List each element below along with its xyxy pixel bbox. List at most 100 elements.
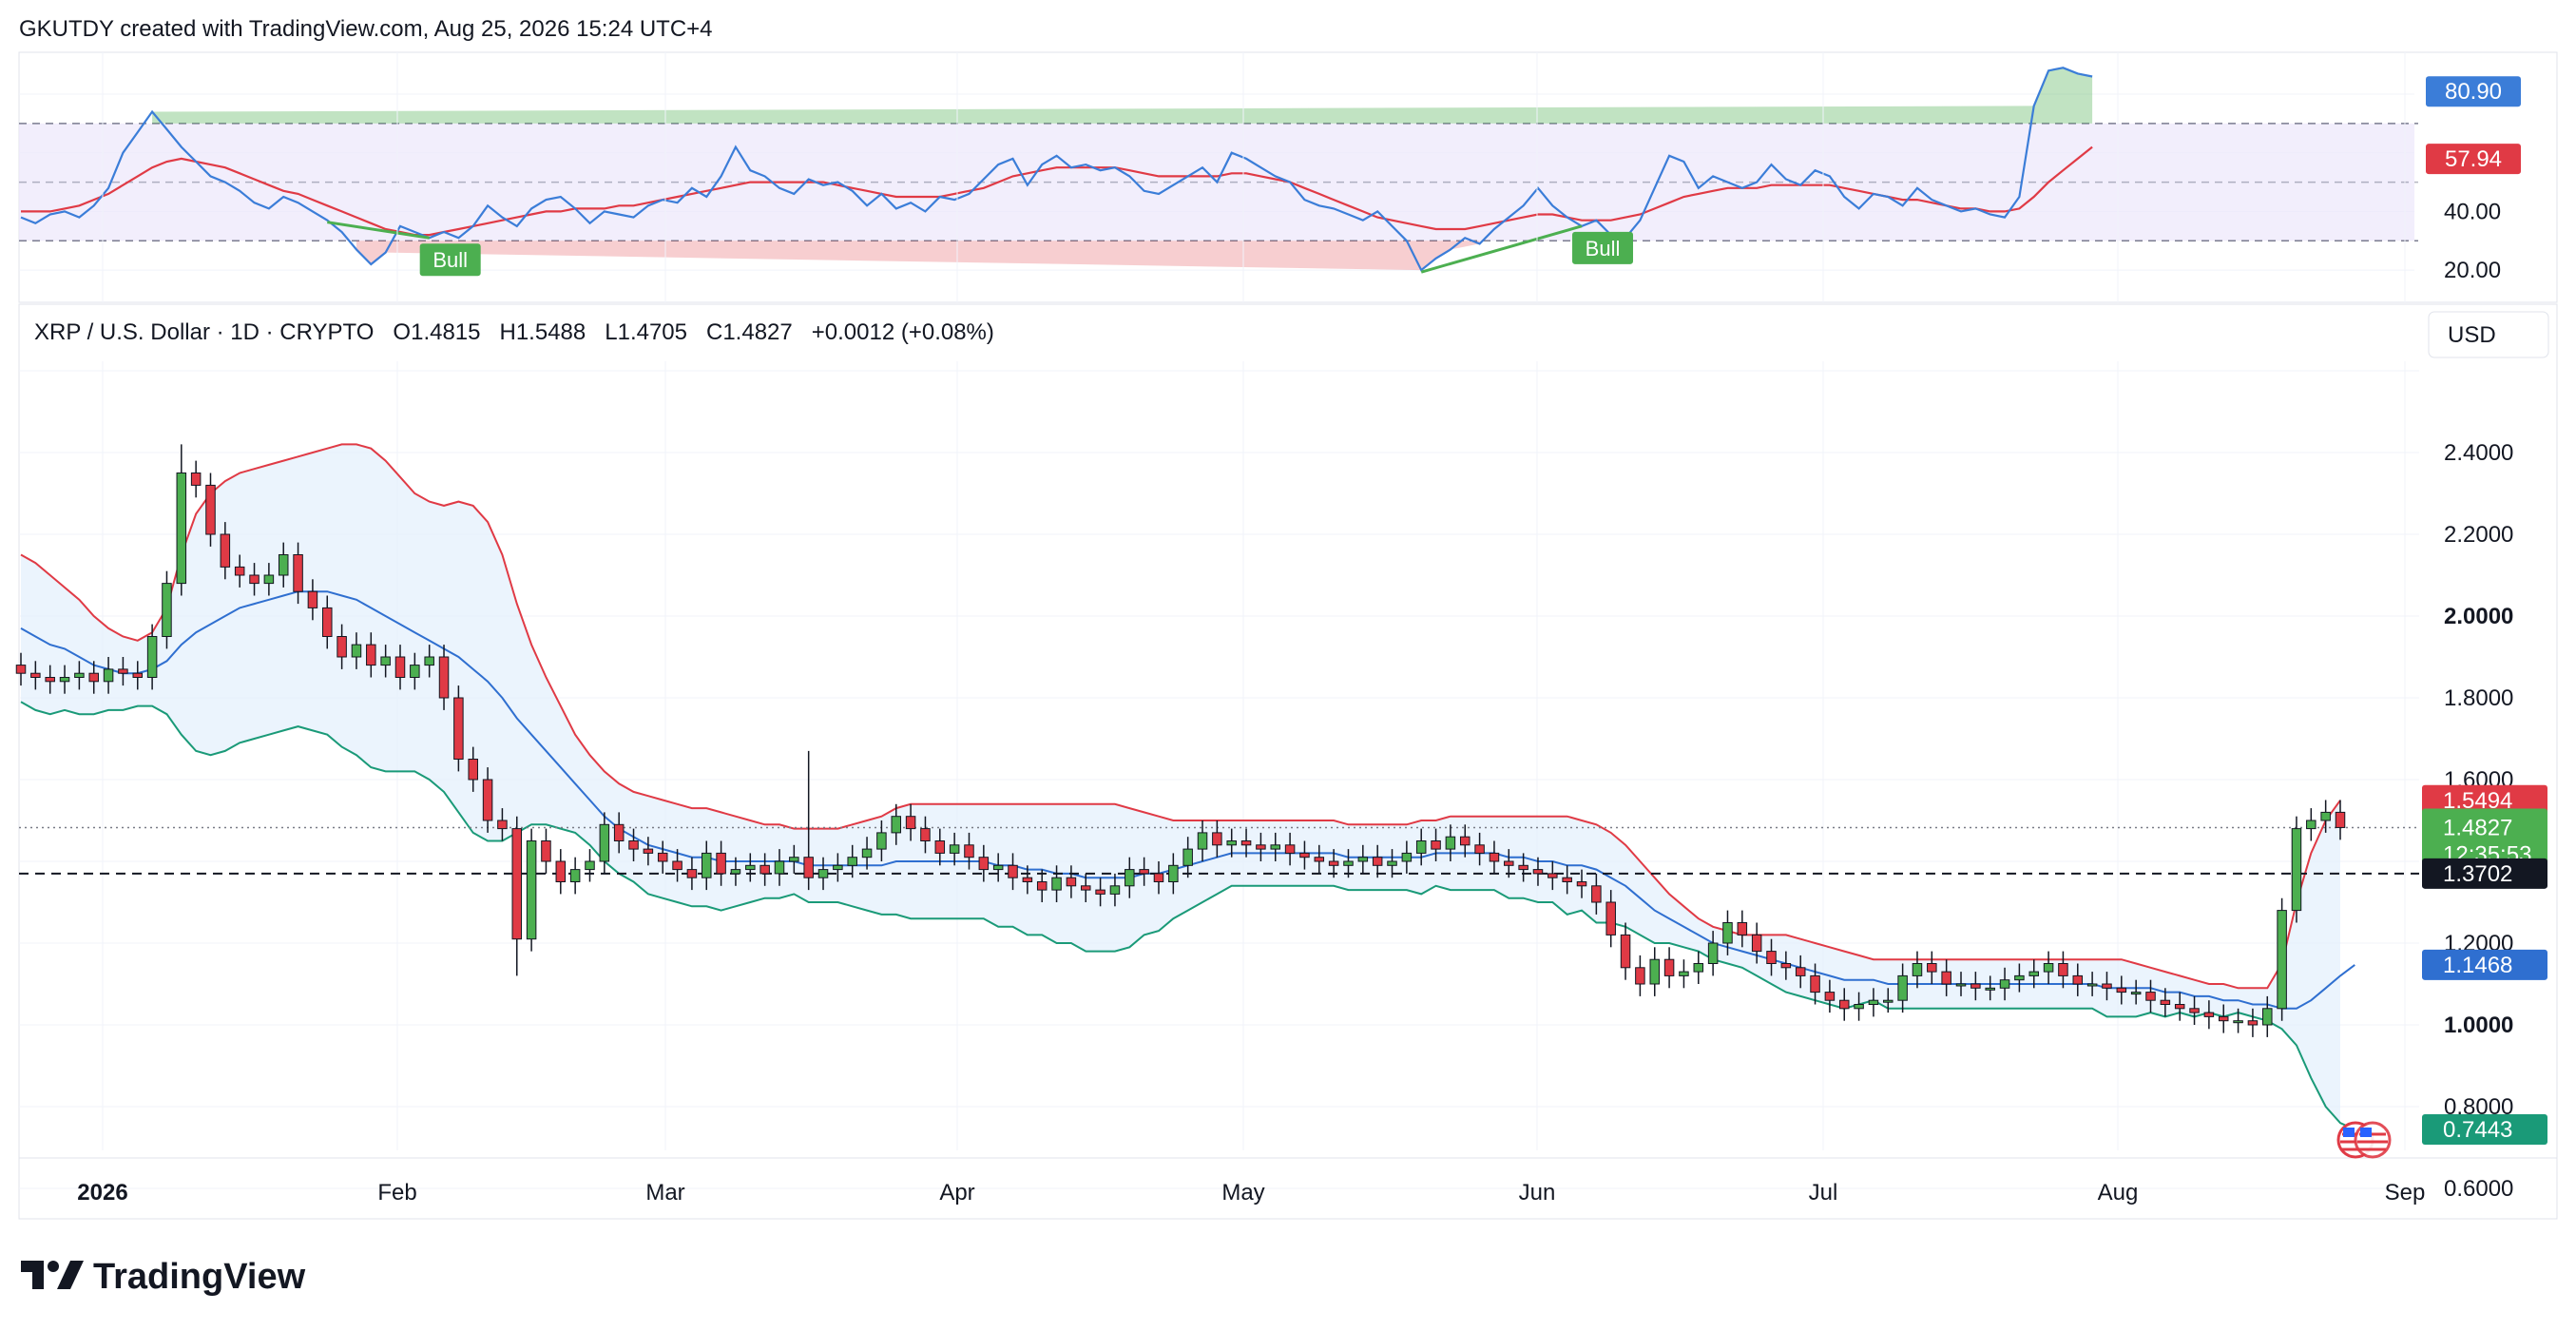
candle-body: [1109, 885, 1121, 895]
candle-body: [88, 672, 99, 683]
candle-body: [1810, 974, 1820, 993]
bull-label: Bull: [1586, 237, 1621, 260]
time-tick-label: Mar: [645, 1180, 684, 1206]
candle-body: [2028, 971, 2039, 976]
candle-body: [2320, 811, 2331, 821]
candle-body: [992, 864, 1004, 871]
candle-body: [920, 828, 931, 841]
candle-body: [1197, 832, 1208, 850]
candle-body: [934, 840, 946, 854]
candle-body: [1504, 860, 1514, 866]
candle-body: [1605, 901, 1616, 936]
candle-body: [1635, 967, 1645, 985]
reference-lines: [19, 826, 2419, 875]
price-tick-label: 2.4000: [2444, 440, 2513, 466]
candle-body: [1036, 881, 1048, 891]
candle-body: [817, 869, 829, 878]
candle-body: [1999, 979, 2010, 989]
candle-body: [1912, 963, 1923, 976]
candle-body: [1576, 881, 1587, 887]
candle-body: [876, 832, 887, 850]
candle-body: [2203, 1012, 2215, 1017]
candle-body: [1240, 840, 1252, 846]
candle-body: [686, 869, 698, 878]
candle-body: [1780, 963, 1792, 969]
candle-body: [1489, 852, 1500, 862]
rsi-pane[interactable]: Bull Bull 80.90 57.94 40.00 20.00: [18, 51, 2558, 303]
candle-body: [789, 857, 799, 862]
candle-body: [1125, 869, 1135, 887]
tradingview-wordmark: TradingView: [93, 1257, 306, 1297]
candle-body: [555, 860, 567, 882]
candle-body: [1927, 963, 1937, 973]
candle-body: [1985, 987, 1995, 991]
time-tick-label: 2026: [77, 1180, 127, 1206]
candle-body: [628, 840, 639, 850]
candle-body: [1182, 848, 1193, 866]
candle-body: [730, 869, 741, 875]
tradingview-logo[interactable]: TradingView: [21, 1257, 306, 1297]
candle-body: [424, 656, 434, 666]
candle-body: [1401, 852, 1413, 862]
currency-button[interactable]: USD: [2428, 311, 2549, 358]
candle-body: [190, 473, 202, 486]
candle-body: [146, 636, 158, 678]
bollinger-lower-line: [20, 701, 2355, 1130]
time-axis[interactable]: 2026 Feb Mar Apr May Jun Jul Aug Sep: [19, 1157, 2557, 1206]
rsi-value-label: 80.90: [2445, 79, 2502, 105]
candle-body: [599, 823, 610, 862]
bb-lower-badge-box: [2422, 1113, 2547, 1145]
reference-level-badge: 1.3702: [2443, 861, 2512, 887]
candle-body: [1955, 983, 1967, 987]
candle-body: [162, 583, 172, 637]
bb-basis-badge-box: [2422, 949, 2547, 980]
candle-body: [1693, 963, 1704, 973]
candle-body: [949, 844, 960, 854]
currency-label: USD: [2448, 322, 2496, 348]
candle-body: [1270, 844, 1281, 850]
candle-body: [1139, 869, 1149, 875]
time-tick-label: Jun: [1519, 1180, 1556, 1206]
candle-body: [410, 665, 420, 678]
candle-body: [511, 828, 523, 940]
rsi-moving-average-line: [21, 145, 2093, 237]
candle-body: [2102, 983, 2112, 989]
rsi-overbought-fill: [152, 68, 2093, 124]
candle-body: [861, 848, 873, 858]
candle-body: [2072, 974, 2084, 985]
candle-body: [1328, 860, 1339, 866]
price-pane[interactable]: 2.40002.20002.00001.80001.60001.20001.00…: [15, 52, 2558, 1220]
candle-body: [1970, 983, 1981, 989]
price-tick-label: 0.6000: [2444, 1176, 2513, 1202]
price-tick-label: 2.2000: [2444, 522, 2513, 548]
candle-body: [1883, 999, 1894, 1003]
candle-body: [1868, 999, 1879, 1005]
candle-body: [569, 869, 581, 882]
candle-body: [234, 566, 245, 576]
candle-body: [1518, 864, 1528, 871]
candle-body: [759, 864, 770, 875]
candle-body: [307, 590, 318, 608]
candle-body: [351, 644, 362, 658]
price-axis[interactable]: 2.40002.20002.00001.80001.60001.20001.00…: [2422, 440, 2547, 1202]
candle-body: [1474, 844, 1485, 854]
candlesticks: [15, 444, 2346, 1037]
candle-body: [1722, 922, 1733, 944]
candle-body: [1299, 852, 1310, 858]
candle-body: [1212, 832, 1222, 846]
candle-body: [2058, 963, 2068, 976]
candle-body: [774, 860, 785, 875]
us-flag-icon[interactable]: [2336, 1121, 2392, 1159]
rsi-line: [20, 67, 2093, 272]
candle-body: [541, 840, 551, 862]
candle-body: [833, 864, 843, 871]
candle-body: [2306, 820, 2316, 830]
time-tick-label: Aug: [2098, 1180, 2139, 1206]
candle-body: [978, 857, 990, 871]
bull-label: Bull: [433, 248, 468, 272]
bull-label-box: [419, 243, 481, 277]
candle-body: [745, 864, 756, 871]
rsi-price-axis[interactable]: 80.90 57.94 40.00 20.00: [2426, 76, 2521, 283]
candle-body: [1897, 974, 1908, 1001]
